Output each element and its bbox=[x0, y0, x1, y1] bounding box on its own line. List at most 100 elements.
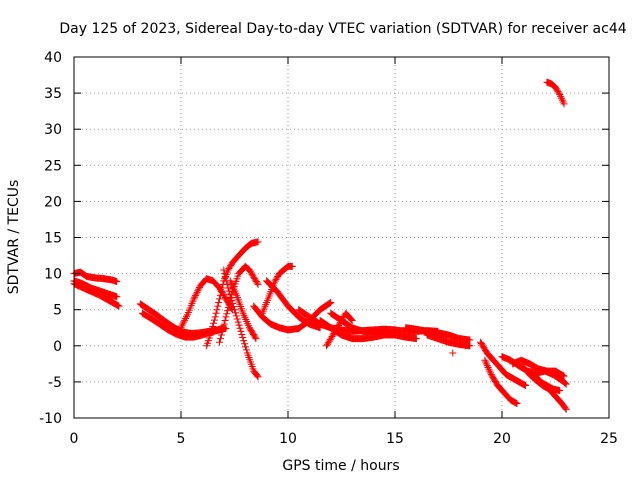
data-point bbox=[216, 335, 224, 343]
data-point bbox=[240, 337, 248, 345]
data-point bbox=[191, 293, 199, 301]
data-point bbox=[552, 83, 559, 91]
y-tick-label: -5 bbox=[48, 375, 62, 391]
y-axis-label: SDTVAR / TECUs bbox=[6, 180, 22, 295]
data-point bbox=[242, 346, 250, 354]
data-point bbox=[247, 269, 255, 277]
data-point bbox=[335, 321, 343, 329]
data-point bbox=[210, 319, 218, 327]
data-point bbox=[218, 284, 226, 292]
data-point bbox=[217, 288, 225, 296]
data-point bbox=[227, 293, 235, 301]
data-point bbox=[225, 265, 233, 273]
data-point bbox=[559, 372, 567, 380]
data-point bbox=[347, 316, 355, 324]
y-tick-label: 5 bbox=[53, 303, 62, 319]
data-point bbox=[254, 238, 262, 246]
axis-ticks bbox=[73, 56, 610, 419]
data-point bbox=[224, 284, 232, 292]
data-point bbox=[228, 296, 236, 304]
y-tick-label: 40 bbox=[44, 50, 62, 66]
data-point bbox=[231, 306, 238, 314]
data-point bbox=[348, 317, 356, 325]
data-point bbox=[253, 372, 261, 380]
y-tick-label: 20 bbox=[44, 194, 62, 210]
y-tick-label: 35 bbox=[44, 86, 62, 102]
series-arc25 bbox=[509, 356, 568, 380]
x-axis-tick-labels: 0 5 10 15 20 25 bbox=[70, 431, 618, 447]
data-point bbox=[560, 100, 568, 108]
data-point bbox=[254, 373, 262, 381]
data-point bbox=[192, 290, 200, 298]
data-point bbox=[484, 363, 492, 371]
data-point bbox=[462, 342, 470, 350]
data-point bbox=[224, 307, 232, 315]
data-point bbox=[325, 300, 333, 308]
series-arc5 bbox=[138, 309, 230, 341]
data-point bbox=[209, 322, 217, 330]
data-point bbox=[560, 379, 568, 387]
data-point bbox=[513, 400, 521, 408]
data-point bbox=[214, 302, 222, 310]
data-point bbox=[245, 266, 253, 274]
series-arc27 bbox=[530, 371, 564, 395]
data-point bbox=[190, 295, 198, 303]
data-point bbox=[562, 405, 570, 413]
data-point bbox=[232, 312, 240, 320]
y-tick-label: 15 bbox=[44, 231, 62, 247]
data-point bbox=[222, 313, 230, 321]
data-point bbox=[220, 266, 228, 274]
data-point bbox=[235, 321, 243, 329]
y-axis-tick-labels: -10 -5 0 5 10 15 20 25 30 35 40 bbox=[39, 50, 62, 427]
data-point bbox=[115, 302, 123, 310]
data-point bbox=[242, 343, 250, 351]
y-tick-label: -10 bbox=[39, 411, 62, 427]
data-point bbox=[554, 88, 562, 96]
data-point bbox=[224, 303, 232, 311]
data-point bbox=[272, 275, 280, 283]
data-point bbox=[211, 313, 219, 321]
series-arc18 bbox=[402, 324, 474, 344]
data-point bbox=[223, 310, 231, 318]
data-point bbox=[215, 298, 223, 306]
data-point bbox=[234, 318, 242, 326]
data-point bbox=[558, 371, 566, 379]
y-tick-label: 0 bbox=[53, 339, 62, 355]
series-arc12 bbox=[258, 262, 296, 317]
x-tick-label: 15 bbox=[386, 431, 404, 447]
data-point bbox=[230, 303, 238, 311]
data-point bbox=[208, 326, 216, 334]
data-point bbox=[216, 338, 224, 346]
data-point bbox=[561, 404, 569, 412]
data-point bbox=[522, 382, 530, 390]
data-point bbox=[221, 317, 229, 325]
data-point bbox=[251, 275, 259, 283]
data-point bbox=[113, 278, 121, 286]
data-point bbox=[226, 263, 234, 271]
x-tick-label: 20 bbox=[493, 431, 511, 447]
data-point bbox=[218, 327, 226, 335]
y-tick-label: 30 bbox=[44, 122, 62, 138]
data-point bbox=[252, 278, 260, 286]
series-arc10 bbox=[226, 277, 260, 343]
data-point bbox=[220, 320, 228, 328]
x-tick-label: 5 bbox=[177, 431, 186, 447]
data-point bbox=[288, 262, 296, 270]
data-point bbox=[193, 288, 201, 296]
series-arc1 bbox=[70, 268, 121, 286]
data-point bbox=[555, 89, 563, 97]
data-point bbox=[481, 356, 489, 364]
series-arc17 bbox=[327, 309, 420, 343]
data-point bbox=[274, 272, 282, 280]
data-point bbox=[485, 365, 493, 373]
y-tick-label: 10 bbox=[44, 267, 62, 283]
data-point bbox=[249, 272, 257, 280]
data-point bbox=[216, 295, 224, 303]
data-point bbox=[210, 316, 218, 324]
data-point bbox=[271, 277, 279, 285]
data-point bbox=[207, 329, 215, 337]
data-point bbox=[238, 330, 246, 338]
data-point bbox=[236, 324, 244, 332]
data-point bbox=[227, 262, 235, 270]
